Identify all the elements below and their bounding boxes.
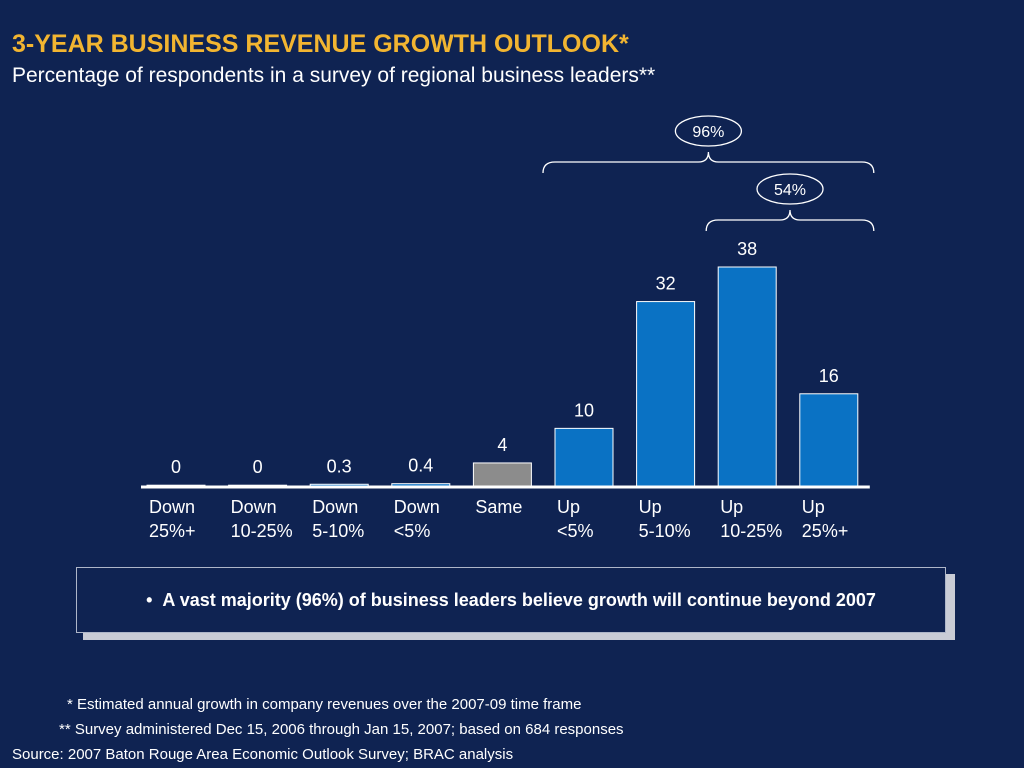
key-takeaway: • A vast majority (96%) of business leade… bbox=[146, 590, 876, 611]
bullet-icon: • bbox=[146, 589, 153, 610]
data-label-3: 0.4 bbox=[408, 456, 433, 476]
data-label-5: 10 bbox=[574, 400, 594, 420]
data-label-1: 0 bbox=[253, 457, 263, 477]
data-label-7: 38 bbox=[737, 239, 757, 259]
category-label-7-0: Up bbox=[720, 497, 743, 517]
category-label-4-0: Same bbox=[475, 497, 522, 517]
bar-0 bbox=[146, 484, 206, 487]
category-label-0-0: Down bbox=[149, 497, 195, 517]
annotation-ellipse-0 bbox=[674, 115, 743, 147]
key-takeaway-text: A vast majority (96%) of business leader… bbox=[162, 589, 876, 610]
category-label-1-1: 10-25% bbox=[231, 521, 293, 541]
footnote-growth: * Estimated annual growth in company rev… bbox=[67, 696, 582, 713]
annotation-ellipse-1 bbox=[756, 173, 824, 205]
data-label-6: 32 bbox=[656, 274, 676, 294]
category-label-0-1: 25%+ bbox=[149, 521, 196, 541]
data-label-8: 16 bbox=[819, 366, 839, 386]
bar-chart: 0 Down 25%+ 0 Down 10-25% 0.3 Down 5-10% 0.4 Down <… bbox=[141, 115, 875, 541]
bar-1 bbox=[228, 484, 288, 487]
bar-4 bbox=[472, 462, 532, 487]
category-label-8-1: 25%+ bbox=[802, 521, 849, 541]
bar-6 bbox=[636, 301, 696, 487]
bar-7 bbox=[717, 266, 777, 487]
data-label-2: 0.3 bbox=[327, 456, 352, 476]
source-note: Source: 2007 Baton Rouge Area Economic O… bbox=[12, 746, 514, 763]
annotation-brace-0 bbox=[542, 151, 875, 174]
bar-3 bbox=[391, 483, 451, 487]
category-label-8-0: Up bbox=[802, 497, 825, 517]
category-label-3-0: Down bbox=[394, 497, 440, 517]
bar-8 bbox=[799, 393, 859, 487]
chart-title: 3-YEAR BUSINESS REVENUE GROWTH OUTLOOK* bbox=[12, 30, 629, 58]
category-label-1-0: Down bbox=[231, 497, 277, 517]
category-label-6-0: Up bbox=[639, 497, 662, 517]
key-takeaway-box: • A vast majority (96%) of business leade… bbox=[76, 567, 946, 633]
data-label-4: 4 bbox=[497, 435, 507, 455]
data-label-0: 0 bbox=[171, 457, 181, 477]
annotation-label-0: 96% bbox=[692, 124, 724, 141]
footnote-survey: ** Survey administered Dec 15, 2006 thro… bbox=[59, 721, 624, 738]
category-label-5-0: Up bbox=[557, 497, 580, 517]
category-label-7-1: 10-25% bbox=[720, 521, 782, 541]
category-label-5-1: <5% bbox=[557, 521, 594, 541]
bar-2 bbox=[309, 483, 369, 487]
category-label-2-1: 5-10% bbox=[312, 521, 364, 541]
bar-5 bbox=[554, 427, 614, 487]
annotation-brace-1 bbox=[705, 209, 875, 232]
category-label-6-1: 5-10% bbox=[639, 521, 691, 541]
category-label-2-0: Down bbox=[312, 497, 358, 517]
chart-subtitle: Percentage of respondents in a survey of… bbox=[12, 64, 656, 87]
annotation-label-1: 54% bbox=[774, 182, 806, 199]
category-label-3-1: <5% bbox=[394, 521, 431, 541]
